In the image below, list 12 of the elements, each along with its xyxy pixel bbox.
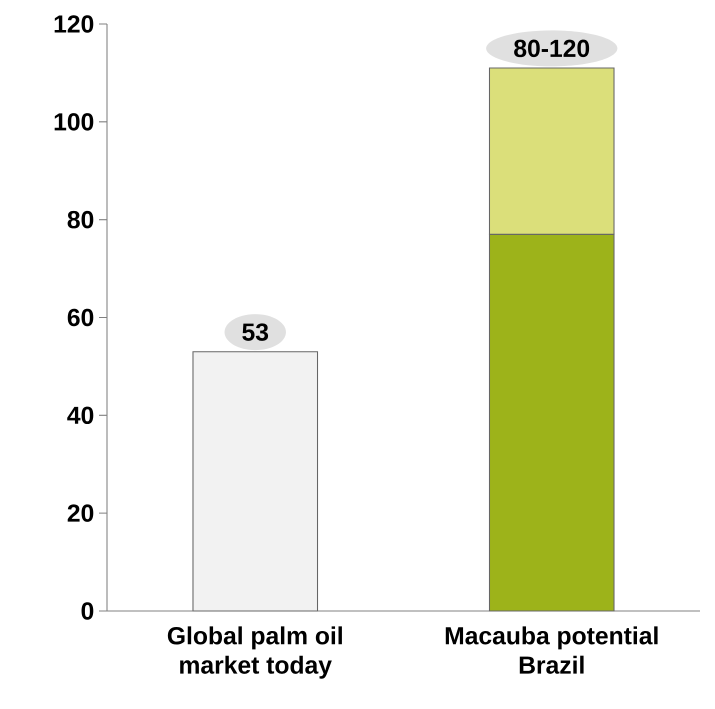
bar xyxy=(192,351,318,612)
y-tick-label: 80 xyxy=(68,210,94,228)
x-tick-label: Global palm oil market today xyxy=(168,626,342,679)
y-tick-label: 120 xyxy=(54,15,94,33)
total-label: 53 xyxy=(242,323,268,341)
y-tick-label: 40 xyxy=(67,406,94,424)
y-tick-label: 60 xyxy=(68,308,94,326)
y-tick-label: 100 xyxy=(54,113,94,131)
y-tick-label: 20 xyxy=(68,504,94,522)
y-tick-label: 0 xyxy=(82,602,94,620)
x-tick-label: Macauba potential Brazil xyxy=(446,626,658,674)
total-label: 80-120 xyxy=(514,40,590,58)
